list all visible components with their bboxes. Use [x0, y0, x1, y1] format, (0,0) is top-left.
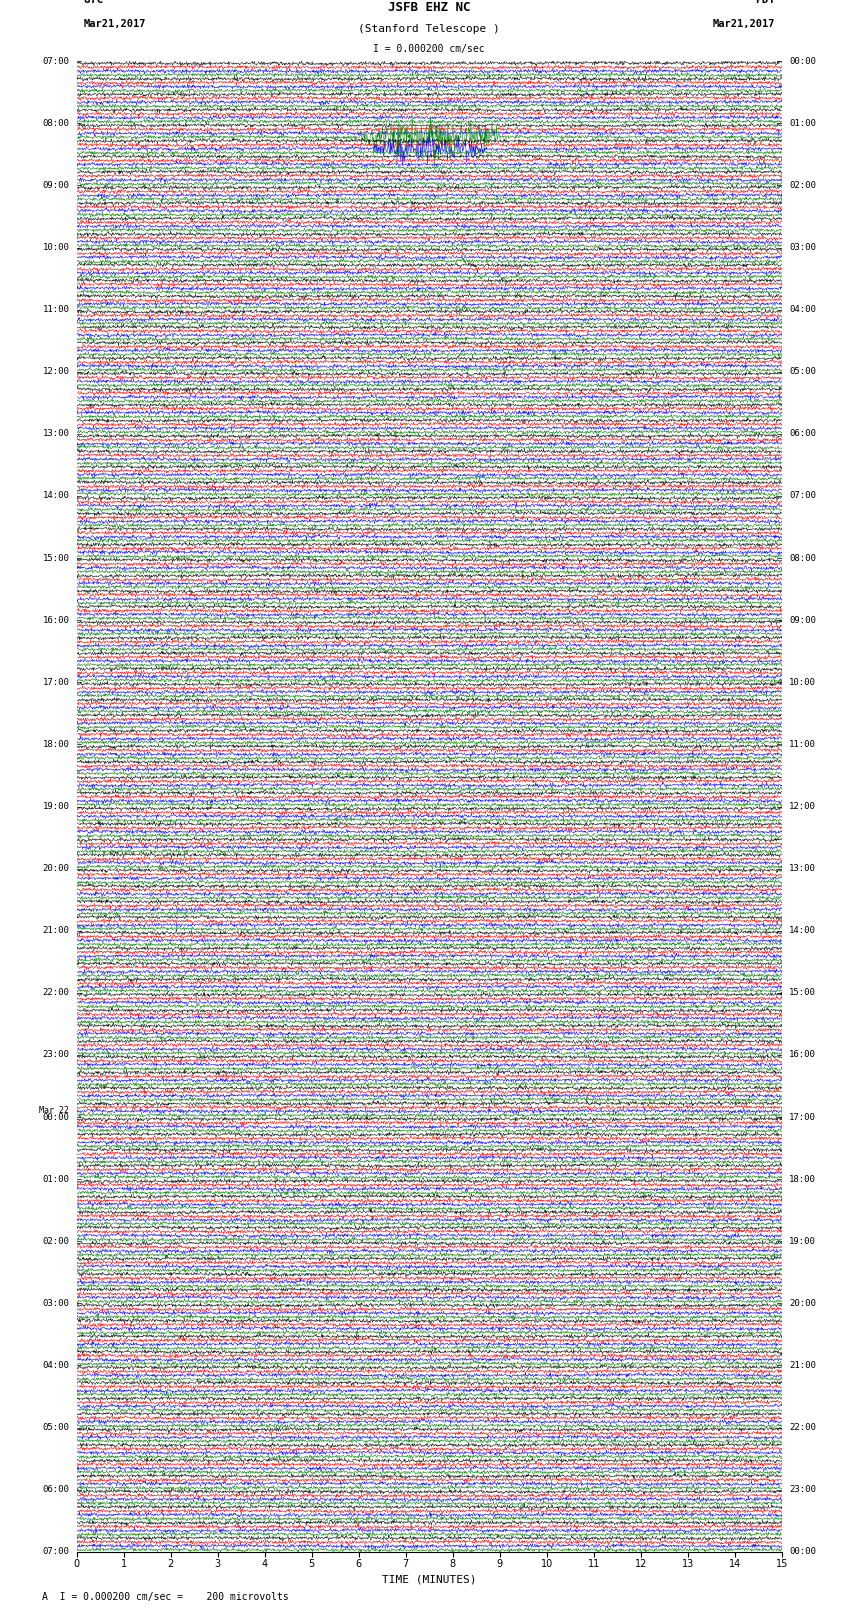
Text: Mar21,2017: Mar21,2017: [83, 18, 146, 29]
Text: 20:00: 20:00: [42, 865, 70, 873]
Text: 00:00: 00:00: [789, 56, 816, 66]
Text: 02:00: 02:00: [789, 181, 816, 190]
Text: 12:00: 12:00: [789, 802, 816, 811]
Text: 23:00: 23:00: [42, 1050, 70, 1060]
Text: 19:00: 19:00: [42, 802, 70, 811]
Text: 21:00: 21:00: [789, 1361, 816, 1369]
Text: 22:00: 22:00: [42, 989, 70, 997]
Text: 18:00: 18:00: [789, 1174, 816, 1184]
Text: 12:00: 12:00: [42, 368, 70, 376]
Text: Mar 22: Mar 22: [39, 1107, 70, 1116]
Text: 22:00: 22:00: [789, 1423, 816, 1432]
Text: 01:00: 01:00: [789, 119, 816, 127]
Text: 10:00: 10:00: [789, 677, 816, 687]
Text: 17:00: 17:00: [42, 677, 70, 687]
Text: 07:00: 07:00: [789, 492, 816, 500]
Text: 16:00: 16:00: [42, 616, 70, 624]
Text: 04:00: 04:00: [42, 1361, 70, 1369]
Text: 03:00: 03:00: [789, 244, 816, 252]
Text: 00:00: 00:00: [42, 1113, 70, 1121]
Text: 18:00: 18:00: [42, 740, 70, 748]
Text: 23:00: 23:00: [789, 1486, 816, 1494]
Text: 04:00: 04:00: [789, 305, 816, 315]
Text: I = 0.000200 cm/sec: I = 0.000200 cm/sec: [373, 44, 485, 53]
Text: 07:00: 07:00: [42, 1547, 70, 1557]
Text: Mar21,2017: Mar21,2017: [712, 18, 775, 29]
Text: 02:00: 02:00: [42, 1237, 70, 1245]
Text: 13:00: 13:00: [789, 865, 816, 873]
Text: 05:00: 05:00: [42, 1423, 70, 1432]
Text: 01:00: 01:00: [42, 1174, 70, 1184]
Text: 15:00: 15:00: [42, 553, 70, 563]
Text: 07:00: 07:00: [42, 56, 70, 66]
Text: 20:00: 20:00: [789, 1298, 816, 1308]
Text: 09:00: 09:00: [42, 181, 70, 190]
Text: 11:00: 11:00: [789, 740, 816, 748]
Text: 06:00: 06:00: [42, 1486, 70, 1494]
Text: 17:00: 17:00: [789, 1113, 816, 1121]
Text: 00:00: 00:00: [789, 1547, 816, 1557]
Text: 08:00: 08:00: [42, 119, 70, 127]
Text: 08:00: 08:00: [789, 553, 816, 563]
Text: 11:00: 11:00: [42, 305, 70, 315]
Text: 06:00: 06:00: [789, 429, 816, 439]
Text: 09:00: 09:00: [789, 616, 816, 624]
Text: (Stanford Telescope ): (Stanford Telescope ): [359, 24, 500, 34]
Text: 03:00: 03:00: [42, 1298, 70, 1308]
Text: 05:00: 05:00: [789, 368, 816, 376]
Text: 15:00: 15:00: [789, 989, 816, 997]
Text: 21:00: 21:00: [42, 926, 70, 936]
Text: PDT: PDT: [755, 0, 775, 5]
Text: 16:00: 16:00: [789, 1050, 816, 1060]
Text: 13:00: 13:00: [42, 429, 70, 439]
X-axis label: TIME (MINUTES): TIME (MINUTES): [382, 1574, 477, 1586]
Text: A  I = 0.000200 cm/sec =    200 microvolts: A I = 0.000200 cm/sec = 200 microvolts: [42, 1592, 289, 1602]
Text: 19:00: 19:00: [789, 1237, 816, 1245]
Text: 10:00: 10:00: [42, 244, 70, 252]
Text: 14:00: 14:00: [789, 926, 816, 936]
Text: UTC: UTC: [83, 0, 104, 5]
Text: JSFB EHZ NC: JSFB EHZ NC: [388, 0, 471, 13]
Text: 14:00: 14:00: [42, 492, 70, 500]
